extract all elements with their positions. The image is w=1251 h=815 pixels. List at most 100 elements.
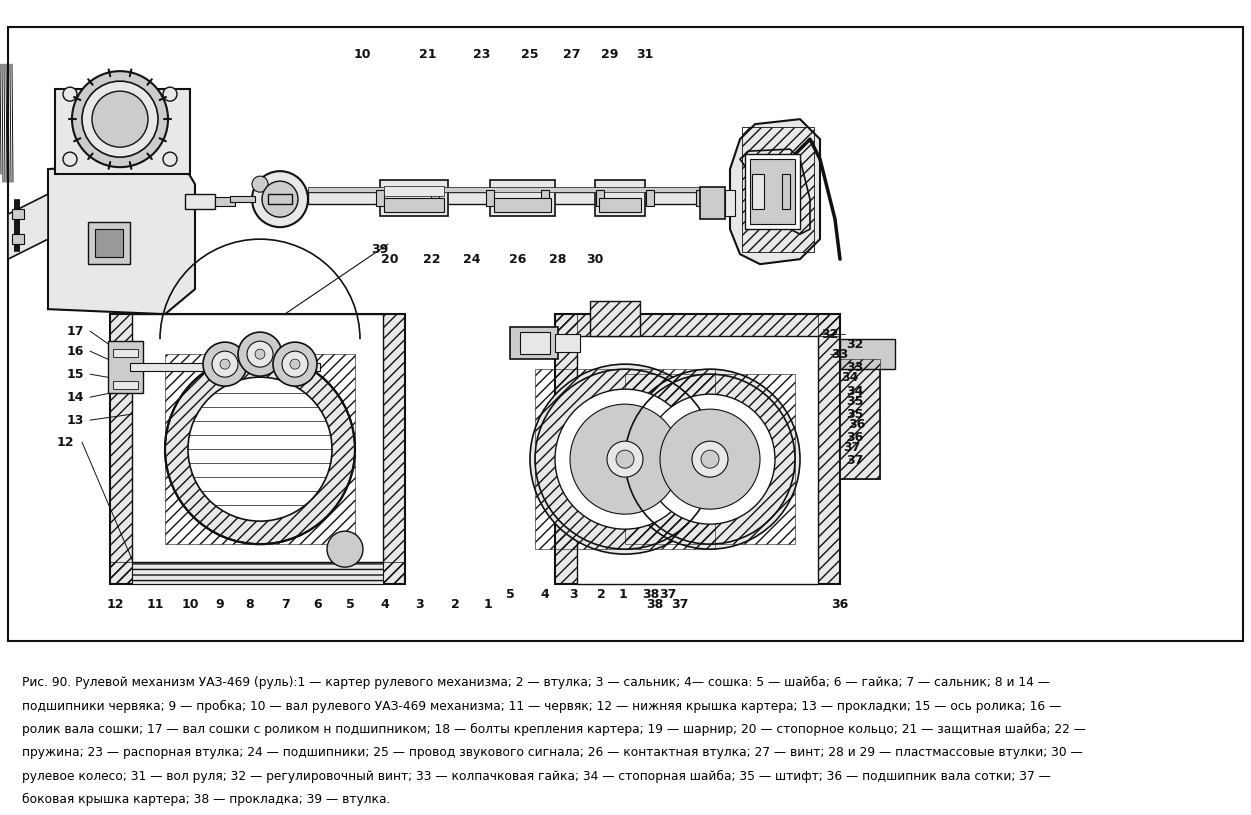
Text: 37: 37 (847, 454, 863, 467)
Text: 32: 32 (822, 328, 838, 341)
Bar (535, 369, 716, 549)
Text: 13: 13 (66, 414, 84, 426)
Bar (520, 333, 550, 355)
Text: Рис. 90. Рулевой механизм УАЗ-469 (руль):1 — картер рулевого механизма; 2 — втул: Рис. 90. Рулевой механизм УАЗ-469 (руль)… (23, 676, 1051, 689)
Bar (133, 562, 383, 584)
Circle shape (281, 351, 308, 377)
Text: 37: 37 (843, 441, 861, 454)
Bar (95, 229, 123, 258)
Text: 9: 9 (215, 597, 224, 610)
Bar (590, 302, 641, 336)
Bar (599, 198, 641, 212)
Bar (377, 190, 384, 206)
Circle shape (73, 71, 168, 167)
Bar (818, 314, 839, 584)
Text: 36: 36 (848, 417, 866, 430)
Text: 3: 3 (415, 597, 424, 610)
Circle shape (220, 359, 230, 369)
Bar (751, 159, 794, 224)
Bar (110, 562, 405, 584)
Bar (133, 562, 383, 584)
Text: боковая крышка картера; 38 — прокладка; 39 — втулка.: боковая крышка картера; 38 — прокладка; … (23, 793, 390, 806)
Bar (380, 180, 448, 216)
Text: 30: 30 (587, 253, 604, 266)
Bar (839, 359, 879, 479)
Circle shape (701, 450, 719, 468)
Text: ролик вала сошки; 17 — вал сошки с роликом н подшипником; 18 — болты крепления к: ролик вала сошки; 17 — вал сошки с ролик… (23, 723, 1086, 736)
Bar (490, 180, 555, 216)
Text: 38: 38 (647, 597, 663, 610)
Circle shape (255, 349, 265, 359)
Circle shape (661, 409, 761, 509)
Text: 6: 6 (314, 597, 323, 610)
Bar (308, 192, 703, 204)
Text: 27: 27 (563, 47, 580, 60)
Bar (383, 314, 405, 584)
Text: 10: 10 (181, 597, 199, 610)
Text: 1: 1 (619, 588, 627, 601)
Bar (701, 187, 726, 219)
Bar (432, 190, 439, 206)
Text: 14: 14 (66, 390, 84, 403)
Text: 3: 3 (569, 588, 577, 601)
Bar (696, 190, 704, 206)
Text: 15: 15 (66, 368, 84, 381)
Circle shape (273, 342, 317, 386)
Circle shape (530, 364, 721, 554)
Text: 36: 36 (832, 597, 848, 610)
Bar (308, 187, 703, 192)
Bar (13, 209, 24, 219)
Text: 34: 34 (842, 371, 858, 384)
Text: 37: 37 (672, 597, 689, 610)
Text: 5: 5 (345, 597, 354, 610)
Bar (782, 174, 789, 209)
Bar (555, 314, 577, 584)
Bar (384, 186, 444, 196)
Text: подшипники червяка; 9 — пробка; 10 — вал рулевого УАЗ-469 механизма; 11 — червяк: подшипники червяка; 9 — пробка; 10 — вал… (23, 699, 1062, 713)
Text: 38: 38 (642, 588, 659, 601)
Text: 31: 31 (637, 47, 654, 60)
Text: 11: 11 (146, 597, 164, 610)
Circle shape (251, 171, 308, 227)
Bar (113, 349, 138, 357)
Bar (55, 89, 190, 174)
Bar (626, 374, 794, 544)
Bar (110, 314, 133, 584)
Circle shape (83, 82, 158, 157)
Circle shape (646, 394, 776, 524)
Circle shape (63, 152, 78, 166)
Text: 21: 21 (419, 47, 437, 60)
Text: рулевое колесо; 31 — вол руля; 32 — регулировочный винт; 33 — колпачковая гайка;: рулевое колесо; 31 — вол руля; 32 — регу… (23, 769, 1051, 783)
Text: 10: 10 (353, 47, 370, 60)
Bar (590, 302, 641, 336)
Bar (555, 314, 839, 584)
Bar (752, 174, 764, 209)
Bar (746, 154, 799, 229)
Text: 34: 34 (847, 385, 863, 398)
Polygon shape (268, 194, 291, 204)
Polygon shape (741, 149, 809, 234)
Text: 4: 4 (380, 597, 389, 610)
Circle shape (165, 355, 355, 544)
Text: 23: 23 (473, 47, 490, 60)
Text: 24: 24 (463, 253, 480, 266)
Circle shape (203, 342, 246, 386)
Circle shape (93, 91, 148, 148)
Text: 2: 2 (450, 597, 459, 610)
Text: 25: 25 (522, 47, 539, 60)
Bar (555, 334, 580, 352)
Text: 35: 35 (847, 408, 863, 421)
Circle shape (615, 450, 634, 468)
Bar (540, 190, 549, 206)
Polygon shape (731, 119, 819, 264)
Text: 29: 29 (602, 47, 619, 60)
Circle shape (570, 404, 681, 514)
Text: 22: 22 (423, 253, 440, 266)
Polygon shape (8, 194, 48, 259)
Text: пружина; 23 — распорная втулка; 24 — подшипники; 25 — провод звукового сигнала; : пружина; 23 — распорная втулка; 24 — под… (23, 747, 1083, 760)
Text: 28: 28 (549, 253, 567, 266)
Bar (494, 198, 550, 212)
Text: 17: 17 (66, 324, 84, 337)
Circle shape (238, 333, 281, 377)
Bar (13, 234, 24, 244)
